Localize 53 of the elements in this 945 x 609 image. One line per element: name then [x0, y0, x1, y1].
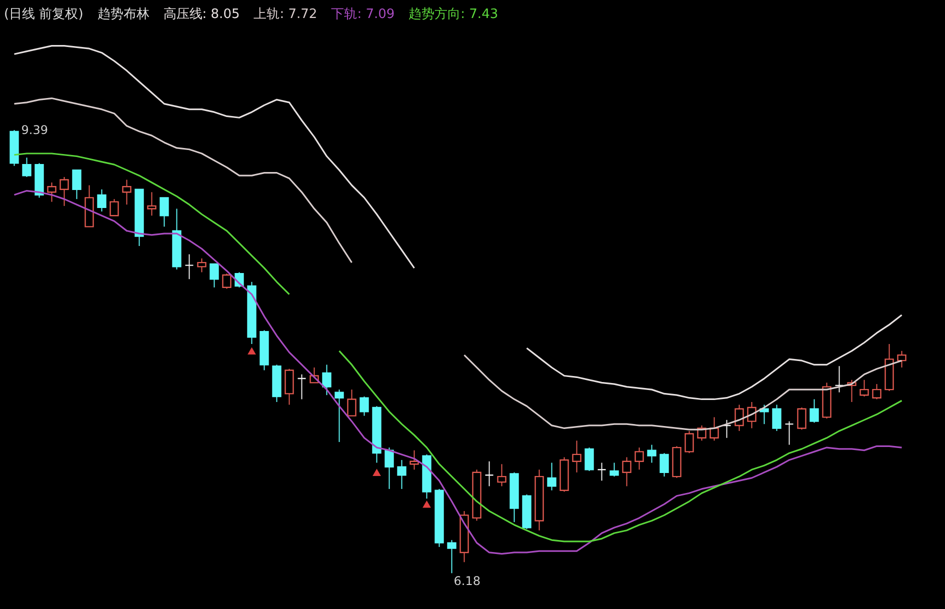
candlestick: [710, 416, 719, 442]
candlestick: [684, 430, 694, 454]
text: 6.18: [454, 574, 480, 588]
candlestick: [834, 366, 844, 393]
candlestick: [397, 459, 406, 490]
candlestick: [384, 447, 394, 490]
candlestick: [760, 404, 769, 425]
candlestick: [497, 464, 506, 487]
candlestick: [97, 188, 106, 212]
candlestick: [634, 447, 644, 470]
candlestick: [810, 398, 819, 424]
text: 趋势方向: 7.43: [408, 6, 498, 22]
candlestick: [110, 198, 119, 216]
candlestick: [147, 192, 156, 216]
candlestick: [584, 447, 594, 472]
candlestick: [784, 420, 794, 446]
candlestick: [197, 258, 206, 273]
candlestick: [597, 462, 606, 482]
candlestick: [622, 456, 632, 487]
candlestick: [284, 368, 294, 406]
candlestick: [210, 263, 219, 288]
candlestick: [222, 273, 232, 290]
text: 下轨: 7.09: [331, 7, 395, 22]
chart-title: (日线 前复权): [4, 7, 84, 22]
candlestick: [72, 169, 82, 200]
candlestick: [484, 460, 494, 487]
candlestick: [22, 157, 32, 178]
candlestick: [122, 179, 132, 206]
annotation: 9.39: [21, 123, 48, 138]
candlestick: [572, 440, 582, 473]
candlestick: [797, 407, 806, 430]
text: 高压线: 8.05: [163, 6, 240, 22]
candlestick: [897, 350, 906, 368]
candlestick: [360, 396, 369, 416]
candlestick: [547, 462, 556, 491]
candlestick: [660, 452, 669, 478]
candlestick: [160, 197, 169, 228]
candlestick: [60, 176, 69, 206]
candlestick: [772, 404, 782, 432]
candlestick: [47, 182, 56, 202]
candlestick: [722, 419, 732, 438]
candlestick: [447, 540, 456, 574]
text: 上轨: 7.72: [254, 7, 318, 22]
candlestick: [334, 389, 344, 443]
chart-subtitle: 趋势布林: [97, 7, 150, 22]
candlestick: [860, 379, 869, 397]
candlestick: [297, 374, 306, 400]
candlestick: [184, 254, 194, 280]
candlestick: [610, 462, 619, 478]
candlestick: [647, 444, 656, 464]
candlestick: [347, 389, 356, 416]
candlestick: [872, 384, 882, 400]
candlestick: [322, 364, 332, 396]
